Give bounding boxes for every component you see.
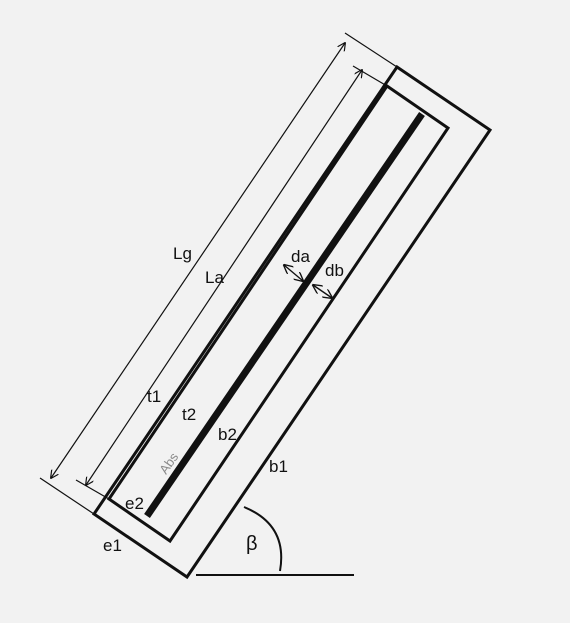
lg-extension-bottom	[39, 477, 95, 515]
label-beta: β	[246, 533, 258, 555]
beta-angle-arc	[243, 506, 283, 572]
label-lg: Lg	[173, 244, 192, 263]
da-arrow	[284, 265, 303, 281]
label-b1: b1	[269, 457, 288, 476]
la-dimension-line	[86, 70, 362, 485]
label-t1: t1	[147, 387, 161, 406]
db-arrow	[313, 285, 332, 298]
label-e2: e2	[125, 494, 144, 513]
label-t2: t2	[182, 405, 196, 424]
label-da: da	[291, 247, 310, 266]
label-b2: b2	[218, 425, 237, 444]
label-e1: e1	[103, 536, 122, 555]
lg-extension-top	[344, 32, 398, 68]
la-extension-bottom	[75, 479, 110, 500]
label-db: db	[325, 261, 344, 280]
label-la: La	[205, 268, 224, 287]
